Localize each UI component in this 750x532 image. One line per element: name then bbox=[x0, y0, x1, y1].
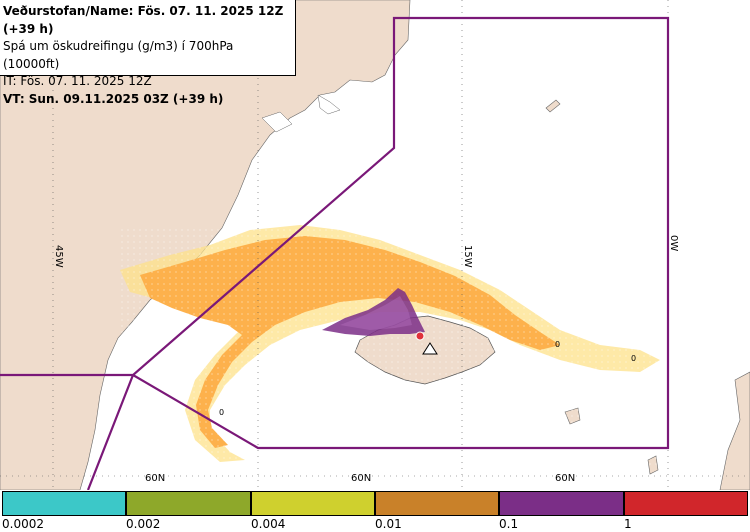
contour-label: 0 bbox=[631, 354, 636, 363]
jan-mayen bbox=[545, 99, 561, 113]
longitude-label: 0W bbox=[668, 235, 679, 251]
forecast-description: Spá um öskudreifingu (g/m3) í 700hPa (10… bbox=[3, 39, 234, 71]
latitude-label: 60N bbox=[145, 473, 165, 484]
latitude-label: 60N bbox=[351, 473, 371, 484]
longitude-label: 45W bbox=[53, 245, 64, 268]
ash-plume bbox=[120, 225, 660, 465]
color-legend: 0.0002 0.002 0.004 0.01 0.1 1 bbox=[0, 490, 750, 532]
legend-label: 1 bbox=[624, 517, 632, 531]
legend-label: 0.0002 bbox=[2, 517, 44, 531]
longitude-label: 15W bbox=[462, 245, 473, 268]
forecast-info-box: Veðurstofan/Name: Fös. 07. 11. 2025 12Z … bbox=[0, 0, 296, 106]
norway bbox=[719, 371, 750, 490]
fir-boundary bbox=[0, 16, 670, 490]
volcano-source-marker bbox=[415, 331, 425, 341]
valid-time: VT: Sun. 09.11.2025 03Z (+39 h) bbox=[3, 91, 224, 106]
legend-swatch bbox=[251, 491, 375, 516]
legend-label: 0.002 bbox=[126, 517, 161, 531]
legend-label: 0.004 bbox=[251, 517, 286, 531]
latitude-label: 60N bbox=[555, 473, 575, 484]
contour-label: 0 bbox=[219, 408, 224, 417]
legend-swatch bbox=[126, 491, 251, 516]
issue-time: IT: Fös. 07. 11. 2025 12Z bbox=[3, 74, 152, 88]
legend-swatch bbox=[2, 491, 126, 516]
contour-label: 0 bbox=[555, 340, 560, 349]
legend-swatch bbox=[624, 491, 748, 516]
volcano-icon bbox=[422, 342, 438, 355]
ash-dispersion-map: 0 0 0 45W 15W 0W 60N 60N 60N bbox=[0, 0, 750, 490]
legend-swatch bbox=[375, 491, 499, 516]
issuer-line: Veðurstofan/Name: Fös. 07. 11. 2025 12Z … bbox=[3, 4, 284, 36]
legend-label: 0.1 bbox=[499, 517, 519, 531]
legend-swatch bbox=[499, 491, 624, 516]
legend-label: 0.01 bbox=[375, 517, 402, 531]
